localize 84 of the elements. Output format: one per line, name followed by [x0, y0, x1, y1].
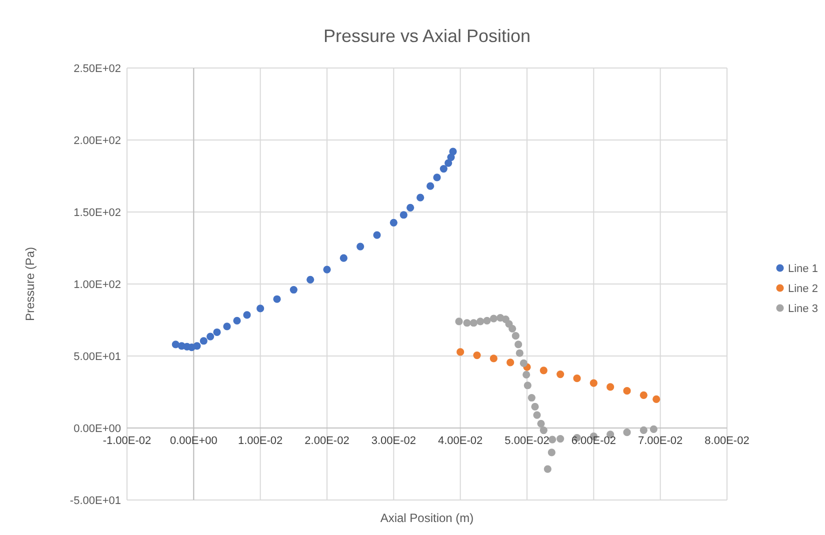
point — [200, 337, 208, 345]
point — [537, 420, 545, 428]
point — [573, 374, 581, 382]
point — [548, 436, 556, 444]
point — [323, 266, 331, 274]
x-tick-label: 2.00E-02 — [304, 435, 350, 447]
point — [556, 370, 564, 378]
point — [463, 319, 471, 327]
point — [508, 324, 516, 332]
point — [306, 276, 314, 284]
point — [490, 314, 498, 322]
point — [540, 366, 548, 374]
point — [528, 394, 536, 402]
point — [426, 182, 434, 190]
point — [470, 319, 478, 327]
x-tick-label: 8.00E-02 — [704, 435, 750, 447]
point — [213, 328, 221, 336]
point — [449, 148, 457, 156]
y-tick-label: -5.00E+01 — [70, 495, 121, 507]
y-tick-label: 1.00E+02 — [74, 279, 121, 291]
point — [233, 316, 241, 325]
point — [514, 340, 522, 348]
point — [206, 332, 214, 340]
point — [540, 426, 548, 434]
point — [356, 242, 364, 250]
x-axis-title: Axial Position (m) — [380, 511, 474, 525]
point — [606, 383, 614, 391]
point — [223, 322, 231, 330]
point — [476, 318, 484, 326]
point — [193, 342, 201, 350]
x-tick-label: -1.00E-02 — [102, 435, 152, 447]
x-tick-label: 7.00E-02 — [638, 435, 683, 447]
point — [516, 349, 524, 357]
legend-label: Line 3 — [788, 303, 818, 315]
point — [556, 435, 564, 443]
point — [433, 174, 441, 182]
x-tick-label: 3.00E-02 — [371, 435, 416, 447]
point — [416, 194, 424, 202]
y-tick-label: 5.00E+01 — [74, 351, 121, 363]
point — [522, 370, 530, 379]
point — [406, 204, 414, 212]
point — [623, 428, 631, 436]
legend-label: Line 1 — [788, 263, 818, 275]
point — [390, 218, 398, 226]
x-tick-label: 5.00E-02 — [504, 435, 550, 447]
point — [490, 354, 498, 362]
point — [506, 358, 514, 366]
point — [548, 448, 556, 456]
y-tick-label: 1.50E+02 — [74, 207, 121, 219]
point — [373, 231, 381, 239]
point — [243, 311, 251, 319]
point — [650, 425, 658, 433]
y-tick-label: 2.00E+02 — [74, 135, 121, 147]
x-tick-label: 1.00E-02 — [238, 435, 283, 447]
point — [483, 316, 491, 325]
x-tick-label: 0.00E+00 — [170, 435, 218, 447]
point — [533, 411, 541, 419]
point — [652, 395, 660, 403]
point — [590, 379, 598, 387]
point — [256, 304, 264, 312]
point — [531, 402, 539, 410]
y-tick-label: 0.00E+00 — [74, 423, 121, 435]
point — [290, 286, 298, 294]
point — [640, 391, 648, 399]
point — [520, 359, 528, 367]
point — [512, 332, 520, 340]
y-tick-label: 2.50E+02 — [74, 63, 121, 75]
point — [524, 382, 532, 390]
point — [444, 159, 452, 167]
y-axis-title: Pressure (Pa) — [23, 246, 37, 322]
x-tick-label: 4.00E-02 — [438, 435, 483, 447]
point — [455, 318, 463, 326]
point — [544, 465, 552, 473]
point — [440, 165, 448, 173]
point — [456, 348, 464, 356]
point — [623, 387, 631, 395]
point — [400, 211, 408, 219]
legend-label: Line 2 — [788, 283, 818, 295]
chart-title: Pressure vs Axial Position — [323, 26, 531, 46]
point — [273, 295, 281, 303]
x-tick-label: 6.00E-02 — [571, 435, 616, 447]
point — [473, 351, 481, 360]
point — [640, 426, 648, 434]
point — [340, 254, 348, 262]
